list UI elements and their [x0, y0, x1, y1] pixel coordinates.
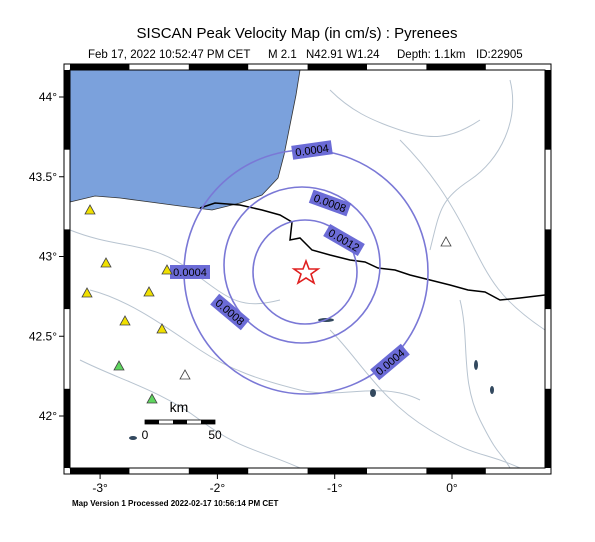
contour-label-box [323, 223, 365, 257]
frame-bar [426, 64, 486, 70]
contour [223, 186, 381, 344]
lat-tick-label: 43.5° [29, 170, 57, 184]
contour-label-text: 0.0004 [295, 143, 330, 160]
lat-tick-label: 43° [39, 250, 57, 264]
station [113, 360, 125, 371]
frame-bar [545, 229, 551, 310]
lake [129, 436, 137, 440]
event-date: Feb 17, 2022 10:52:47 PM CET [88, 49, 250, 61]
scale-bar: km 0 50 [142, 399, 222, 442]
scale-end: 50 [208, 428, 222, 442]
lon-tick-label: -1° [327, 481, 343, 495]
title: SISCAN Peak Velocity Map (in cm/s) : Pyr… [137, 25, 458, 42]
contour-label: 0.0004 [170, 265, 210, 279]
event-location: N42.91 W1.24 [306, 49, 380, 61]
river [89, 289, 421, 401]
station [156, 323, 168, 334]
footer: Map Version 1 Processed 2022-02-17 10:56… [72, 499, 278, 508]
frame-bar [70, 64, 130, 70]
station [81, 287, 93, 298]
frame-bar [426, 468, 486, 474]
frame-bar [64, 70, 70, 150]
frame-bar [307, 468, 367, 474]
frame [63, 63, 552, 475]
contour-label-box [170, 265, 210, 279]
frame-bar [64, 388, 70, 468]
frame-bar [64, 229, 70, 310]
lake [474, 360, 478, 370]
scale-segment [201, 420, 215, 424]
lon-tick-label: 0° [446, 481, 458, 495]
event-magnitude: M 2.1 [268, 49, 297, 61]
scale-segment [173, 420, 187, 424]
frame-bar [307, 64, 367, 70]
contour-label-box [291, 140, 333, 160]
lake [370, 389, 376, 397]
lat-tick-label: 42.5° [29, 329, 57, 343]
scale-start: 0 [142, 428, 149, 442]
river [329, 329, 521, 469]
station [100, 257, 112, 268]
lat-tick-label: 42° [39, 409, 57, 423]
station [161, 264, 173, 275]
contour-label-box [370, 343, 410, 381]
subtitle: Feb 17, 2022 10:52:47 PM CET M 2.1 N42.9… [88, 49, 523, 61]
event-id: ID:22905 [476, 49, 523, 61]
frame-bar [70, 468, 130, 474]
sea [69, 69, 301, 211]
station [146, 393, 158, 404]
station [119, 315, 131, 326]
station [179, 369, 191, 380]
scale-title: km [170, 399, 189, 415]
lake [490, 386, 494, 394]
event-depth: Depth: 1.1km [397, 49, 465, 61]
river [329, 89, 481, 138]
station [440, 236, 452, 247]
contour-label: 0.0004 [291, 140, 333, 160]
contour-label-box [210, 293, 250, 331]
contour [252, 219, 358, 325]
lon-tick-label: -3° [92, 481, 108, 495]
lat-tick-label: 44° [39, 90, 57, 104]
contour-label-text: 0.0004 [173, 267, 207, 279]
contour-label-box [308, 189, 352, 217]
frame-bar [545, 70, 551, 150]
epicenter [291, 258, 321, 285]
frame-bar [545, 388, 551, 468]
border [199, 202, 546, 301]
ticks: -3° -2° -1° 0° 44° 43.5° 43° 42.5° 42° [29, 90, 458, 495]
scale-segment [145, 420, 159, 424]
stations [81, 204, 452, 404]
river [429, 79, 514, 251]
station [84, 204, 96, 215]
river [399, 139, 546, 331]
frame-bar [188, 64, 249, 70]
frame-bar [188, 468, 249, 474]
lon-tick-label: -2° [210, 481, 226, 495]
river [459, 299, 511, 469]
station [143, 286, 155, 297]
